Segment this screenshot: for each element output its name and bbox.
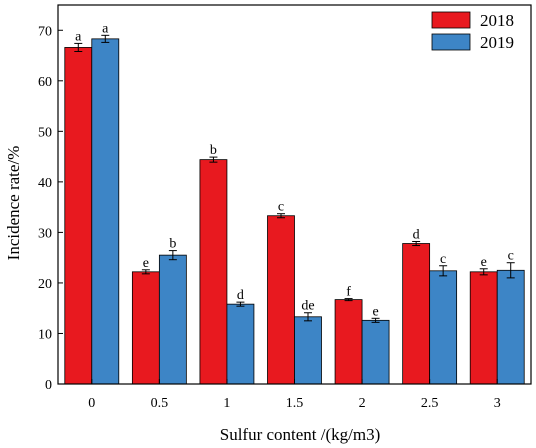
significance-label: c	[508, 249, 514, 264]
significance-label: c	[440, 252, 446, 267]
x-axis-label: Sulfur content /(kg/m3)	[220, 425, 381, 444]
bar	[131, 271, 160, 385]
y-axis-label: Incidence rate/%	[4, 146, 23, 261]
y-tick-label: 70	[38, 24, 52, 39]
significance-label: a	[75, 29, 82, 44]
y-tick-label: 30	[38, 226, 52, 241]
significance-label: c	[278, 200, 284, 215]
bar	[334, 299, 363, 385]
x-tick-label: 1.5	[286, 396, 304, 411]
bar	[294, 316, 322, 385]
significance-label: d	[413, 227, 420, 242]
x-tick-label: 2	[359, 396, 366, 411]
x-tick-label: 1	[223, 396, 230, 411]
bar	[469, 271, 498, 385]
plot-frame	[57, 4, 532, 385]
y-axis: 0 10 20 30 40 50 60 70	[38, 24, 63, 393]
significance-label: a	[102, 21, 109, 36]
significance-label: e	[481, 255, 487, 270]
significance-label: f	[346, 285, 351, 300]
bar	[402, 243, 431, 385]
y-tick-label: 20	[38, 277, 52, 292]
significance-label: de	[301, 299, 314, 314]
bar	[199, 159, 228, 385]
x-tick-label: 2.5	[421, 396, 439, 411]
bar	[496, 269, 525, 385]
y-tick-label: 60	[38, 75, 52, 90]
bar	[361, 319, 390, 385]
significance-label: b	[169, 237, 176, 252]
legend-label: 2018	[480, 11, 514, 30]
bar	[91, 38, 120, 385]
significance-label: e	[143, 256, 149, 271]
y-tick-label: 0	[45, 378, 52, 393]
x-tick-label: 0.5	[151, 396, 169, 411]
significance-label: d	[237, 288, 244, 303]
bar	[429, 270, 458, 385]
legend-swatch	[431, 33, 471, 51]
x-tick-label: 0	[88, 396, 95, 411]
x-tick-label: 3	[494, 396, 501, 411]
bar	[267, 215, 295, 385]
bar	[158, 254, 187, 385]
y-tick-label: 10	[38, 327, 52, 342]
legend-swatch	[431, 11, 471, 29]
y-tick-label: 40	[38, 176, 52, 191]
x-axis: 0 0.5 1 1.5 2 2.5 3	[88, 379, 501, 411]
significance-label: e	[372, 304, 378, 319]
bar	[226, 303, 255, 385]
legend: 2018 2019	[431, 11, 514, 52]
significance-label: b	[210, 143, 217, 158]
legend-label: 2019	[480, 33, 514, 52]
y-tick-label: 50	[38, 125, 52, 140]
bar	[64, 47, 93, 385]
